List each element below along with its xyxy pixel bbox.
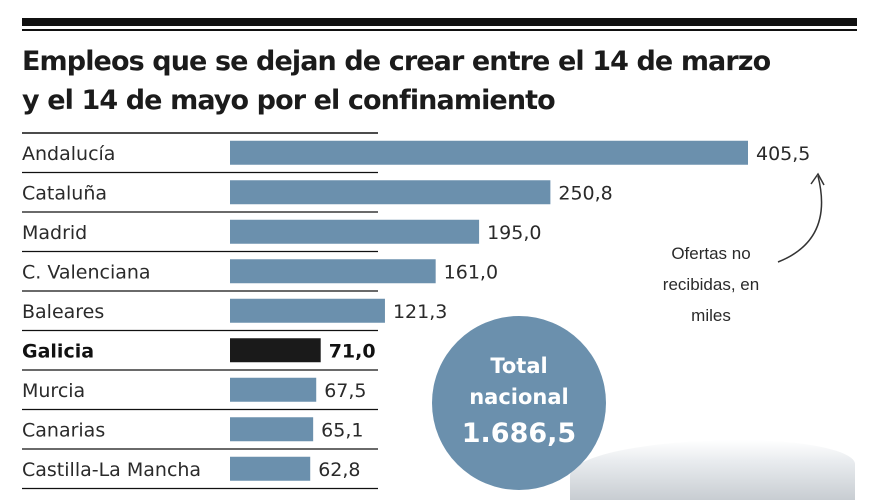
bar-baleares: [230, 298, 385, 323]
data-label: 121,3: [393, 301, 447, 323]
chart-title-line-1: Empleos que se dejan de crear entre el 1…: [22, 46, 771, 77]
category-label: Cataluña: [22, 182, 107, 204]
bar-catalu-a: [230, 180, 551, 205]
data-label: 62,8: [318, 459, 360, 481]
category-label: Andalucía: [22, 143, 115, 165]
note-arrow-head: [810, 172, 825, 186]
unit-note: Ofertas no recibidas, en miles: [636, 238, 786, 331]
data-label: 161,0: [444, 261, 498, 283]
category-label: Madrid: [22, 222, 87, 244]
bar-canarias: [230, 417, 314, 442]
top-rule-thin: [22, 29, 857, 31]
total-label-2: nacional: [469, 385, 569, 409]
bar-andaluc-a: [230, 140, 748, 165]
total-badge: Total nacional 1.686,5: [432, 316, 606, 490]
data-label: 405,5: [756, 143, 810, 165]
top-rule: [22, 18, 857, 26]
category-label: Galicia: [22, 340, 94, 362]
category-label: Baleares: [22, 301, 104, 323]
bar-castilla-la-mancha: [230, 456, 311, 481]
bar-murcia: [230, 377, 317, 402]
data-label: 195,0: [487, 222, 541, 244]
data-label: 250,8: [558, 182, 612, 204]
chart-title: Empleos que se dejan de crear entre el 1…: [22, 42, 862, 120]
background-photo: [570, 440, 855, 500]
bar-madrid: [230, 219, 480, 244]
unit-note-line-1: Ofertas no: [671, 244, 751, 263]
category-label: Canarias: [22, 419, 105, 441]
unit-note-line-3: miles: [691, 306, 731, 325]
unit-note-line-2: recibidas, en: [662, 275, 760, 294]
chart-rows: Andalucía 405,5 Cataluña 250,8 Madrid 195,0 C.…: [22, 132, 810, 490]
chart-title-line-2: y el 14 de mayo por el confinamiento: [22, 85, 556, 116]
category-label: Castilla-La Mancha: [22, 459, 201, 481]
total-label-1: Total: [490, 354, 548, 378]
note-arrow: [777, 175, 823, 263]
category-label: C. Valenciana: [22, 261, 151, 283]
bar-c-valenciana: [230, 259, 436, 284]
data-label: 65,1: [321, 419, 363, 441]
data-label: 67,5: [324, 380, 366, 402]
bar-galicia: [230, 338, 321, 363]
total-value: 1.686,5: [461, 418, 577, 449]
data-label: 71,0: [329, 340, 376, 362]
category-label: Murcia: [22, 380, 85, 402]
